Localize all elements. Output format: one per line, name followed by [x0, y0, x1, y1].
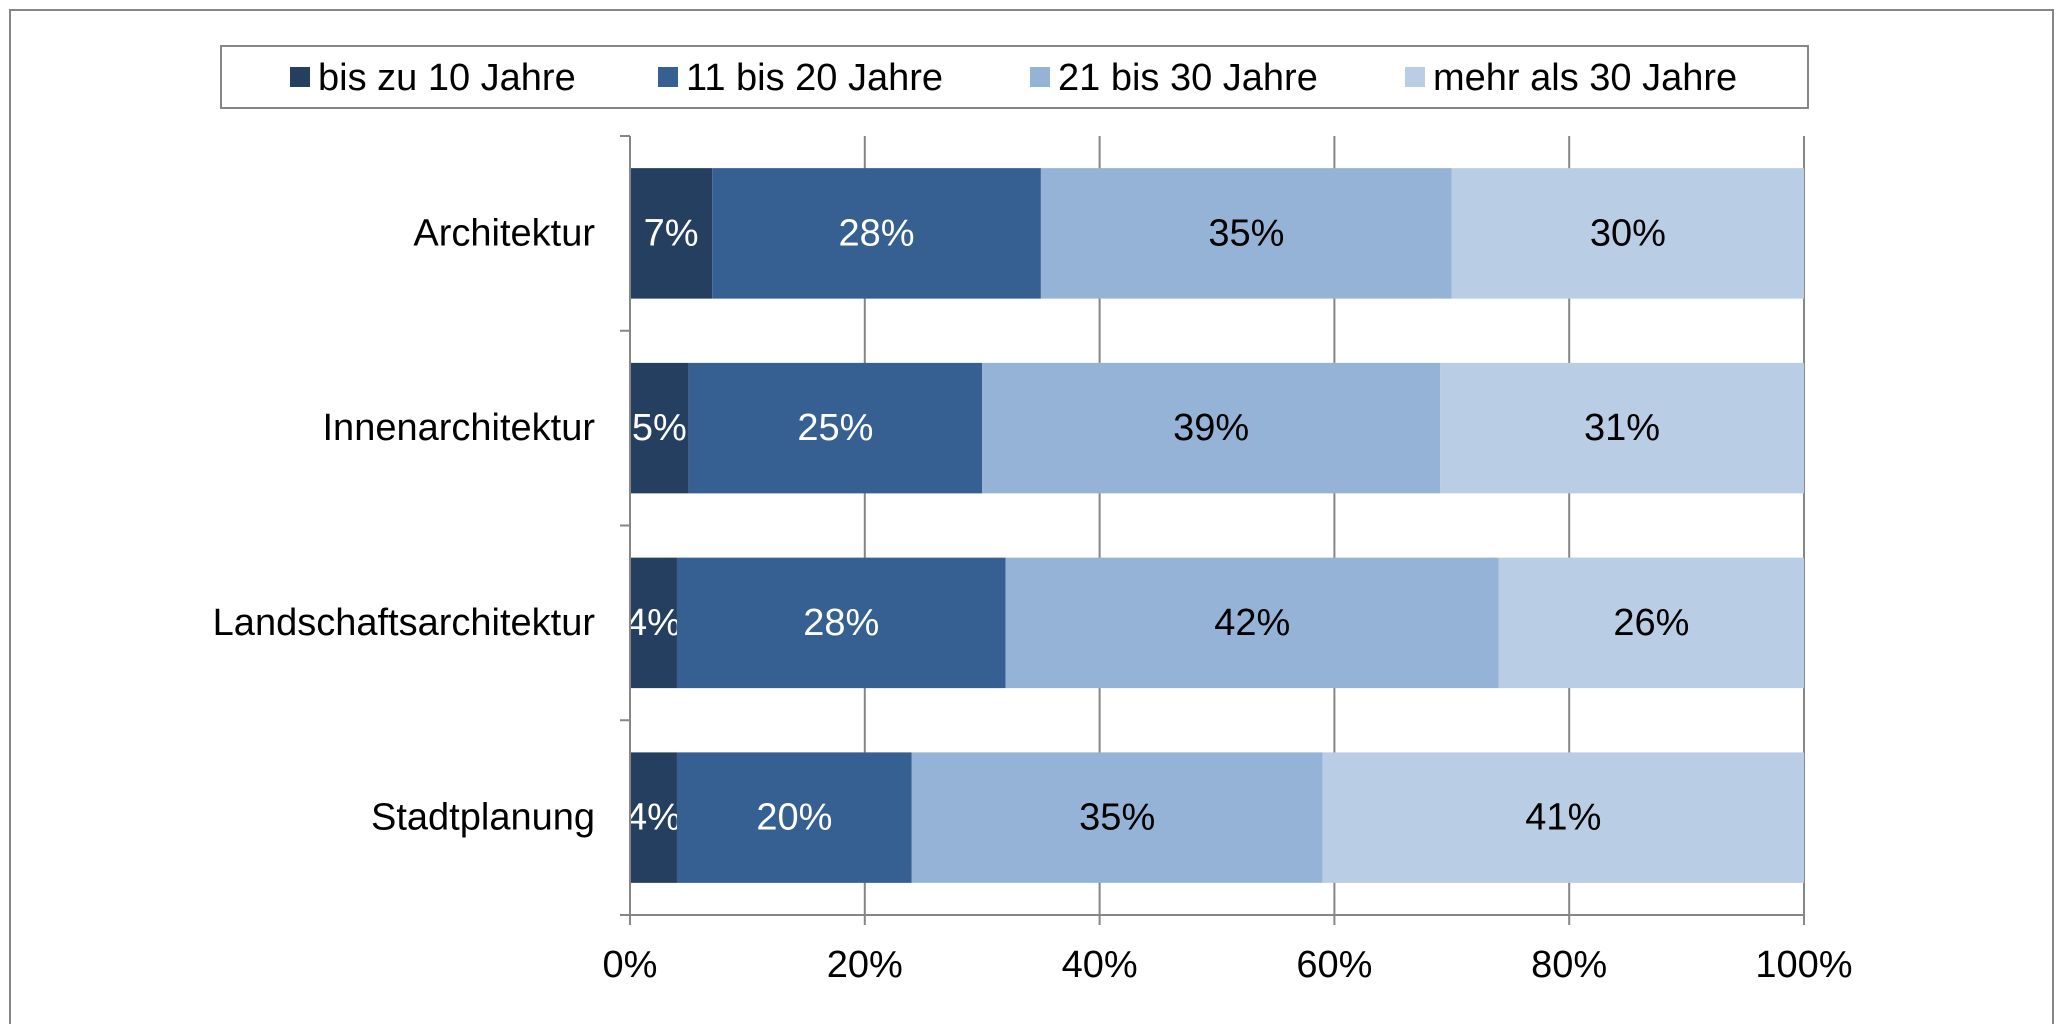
- data-label: 41%: [1525, 797, 1601, 839]
- bar-segment: [676, 557, 1006, 689]
- x-tick-label: 60%: [1296, 944, 1372, 986]
- legend-swatch: [658, 67, 678, 87]
- legend-label: 21 bis 30 Jahre: [1058, 57, 1318, 99]
- bar-segment: [630, 168, 713, 299]
- bar-segment: [688, 362, 983, 494]
- data-label: 31%: [1584, 407, 1660, 449]
- data-label: 4%: [626, 797, 681, 839]
- data-label: 28%: [839, 212, 915, 254]
- data-label: 35%: [1208, 212, 1284, 254]
- data-label: 26%: [1613, 602, 1689, 644]
- legend-swatch: [290, 67, 310, 87]
- legend-label: mehr als 30 Jahre: [1433, 57, 1737, 99]
- bar-segment: [1005, 557, 1499, 689]
- data-label: 28%: [803, 602, 879, 644]
- data-label: 20%: [756, 797, 832, 839]
- y-tick-label: Innenarchitektur: [323, 407, 596, 449]
- data-label: 30%: [1590, 212, 1666, 254]
- data-label: 5%: [632, 407, 687, 449]
- legend-label: bis zu 10 Jahre: [318, 57, 576, 99]
- y-tick-label: Stadtplanung: [371, 797, 595, 839]
- bar-segment: [676, 752, 912, 883]
- legend-swatch: [1405, 67, 1425, 87]
- x-tick-label: 20%: [827, 944, 903, 986]
- legend-box: [220, 45, 1809, 109]
- bar-segment: [1498, 557, 1804, 689]
- data-label: 4%: [626, 602, 681, 644]
- bar-segment: [630, 752, 677, 883]
- bar-segment: [712, 168, 1041, 299]
- x-tick-label: 40%: [1062, 944, 1138, 986]
- bar-segment: [1451, 168, 1804, 299]
- y-tick-label: Architektur: [413, 212, 595, 254]
- bar-segment: [630, 362, 689, 494]
- bar-segment: [1322, 752, 1804, 883]
- y-tick-label: Landschaftsarchitektur: [213, 602, 596, 644]
- bar-segment: [630, 557, 677, 689]
- legend-swatch: [1030, 67, 1050, 87]
- data-label: 42%: [1214, 602, 1290, 644]
- bar-segment: [1440, 362, 1804, 494]
- data-label: 35%: [1079, 797, 1155, 839]
- bar-segment: [911, 752, 1323, 883]
- bar-segment: [982, 362, 1441, 494]
- x-tick-label: 100%: [1755, 944, 1852, 986]
- legend-label: 11 bis 20 Jahre: [686, 57, 943, 99]
- bar-segment: [1040, 168, 1452, 299]
- x-tick-label: 0%: [603, 944, 658, 986]
- x-tick-label: 80%: [1531, 944, 1607, 986]
- data-label: 7%: [644, 212, 699, 254]
- data-label: 25%: [797, 407, 873, 449]
- data-label: 39%: [1173, 407, 1249, 449]
